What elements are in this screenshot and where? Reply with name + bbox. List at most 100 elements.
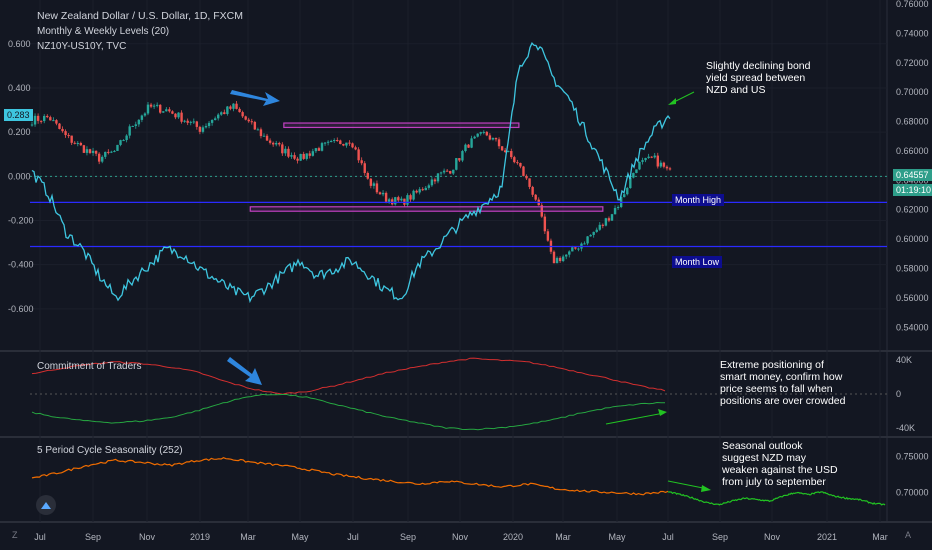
trend-arrow-icon — [230, 90, 280, 106]
candle-body — [656, 155, 659, 167]
candle-body — [360, 160, 363, 164]
cot-annotation: Extreme positioning of smart money, conf… — [720, 359, 846, 407]
auto-scale-icon[interactable]: A — [905, 530, 912, 540]
x-tick-label: May — [291, 532, 309, 542]
candle-body — [412, 190, 415, 200]
candle-body — [302, 153, 305, 159]
candle-body — [134, 124, 137, 126]
candle-body — [522, 166, 525, 176]
seasonality-pane-title[interactable]: 5 Period Cycle Seasonality (252) — [37, 445, 183, 456]
candle-body — [613, 208, 617, 215]
candle-body — [174, 113, 177, 118]
month-low-label: Month Low — [672, 256, 723, 268]
x-tick-label: 2019 — [190, 532, 210, 542]
candle-body — [430, 179, 434, 186]
seasonality-historical-line — [31, 457, 669, 496]
candle-body — [238, 108, 241, 113]
candle-body — [265, 135, 269, 141]
candle-body — [461, 151, 464, 161]
candle-body — [113, 150, 116, 152]
candle-body — [650, 156, 653, 158]
spread-annotation: Slightly declining bond yield spread bet… — [706, 60, 811, 96]
candle-body — [415, 190, 418, 193]
candle-body — [565, 254, 568, 257]
candle-body — [333, 140, 336, 142]
indicator-levels-label[interactable]: Monthly & Weekly Levels (20) — [37, 26, 170, 37]
candle-body — [33, 115, 37, 125]
candle-body — [534, 194, 537, 200]
cot-pane-title[interactable]: Commitment of Traders — [37, 361, 142, 372]
candle-body — [104, 151, 107, 157]
timezone-icon[interactable]: Z — [12, 530, 18, 540]
candle-body — [101, 156, 104, 162]
candle-body — [339, 140, 342, 144]
candle-body — [357, 149, 360, 161]
right-axis-tick-label: 0.72000 — [896, 58, 929, 68]
candle-body — [131, 125, 134, 127]
candle-body — [210, 119, 214, 123]
candle-body — [137, 119, 141, 125]
candle-body — [326, 141, 330, 143]
candle-body — [226, 106, 229, 115]
candle-body — [94, 150, 98, 154]
candle-body — [500, 146, 504, 151]
candle-body — [36, 115, 40, 121]
candle-body — [421, 189, 424, 191]
candle-body — [568, 251, 571, 255]
candle-body — [46, 115, 49, 118]
candle-body — [531, 186, 534, 195]
candle-body — [268, 140, 272, 143]
candle-body — [623, 194, 626, 198]
candle-body — [482, 131, 485, 133]
candle-body — [213, 118, 217, 120]
candle-body — [64, 131, 67, 136]
candle-body — [629, 177, 632, 189]
candle-body — [110, 151, 113, 153]
candle-body — [409, 195, 412, 200]
candle-body — [241, 112, 244, 117]
candle-body — [278, 143, 281, 145]
left-axis-tick-label: -0.200 — [8, 215, 34, 225]
seasonality-axis-tick-label: 0.70000 — [896, 488, 929, 498]
candle-body — [189, 121, 192, 123]
candle-body — [342, 143, 345, 146]
candle-body — [662, 162, 666, 167]
candle-body — [116, 144, 119, 151]
candle-body — [577, 248, 580, 250]
candle-body — [610, 214, 614, 221]
candle-body — [400, 198, 403, 201]
left-axis-tick-label: 0.400 — [8, 83, 31, 93]
right-axis-tick-label: 0.76000 — [896, 0, 929, 9]
range-box — [283, 122, 520, 129]
candle-body — [314, 148, 318, 152]
candle-body — [162, 111, 165, 113]
candle-body — [88, 149, 92, 153]
candle-body — [152, 105, 156, 107]
tradingview-logo-icon[interactable] — [36, 495, 56, 515]
candle-body — [467, 144, 470, 148]
right-axis-tick-label: 0.58000 — [896, 264, 929, 274]
indicator-spread-label[interactable]: NZ10Y-US10Y, TVC — [37, 41, 127, 52]
candle-body — [290, 155, 293, 157]
x-tick-label: Jul — [347, 532, 359, 542]
candle-body — [107, 151, 110, 153]
candle-body — [647, 156, 650, 158]
seasonality-annotation: Seasonal outlook suggest NZD may weaken … — [722, 440, 838, 488]
right-axis-tick-label: 0.66000 — [896, 146, 929, 156]
candle-body — [73, 142, 76, 144]
right-axis-tick-label: 0.62000 — [896, 205, 929, 215]
candle-body — [125, 135, 128, 141]
cot-axis-tick-label: -40K — [896, 423, 915, 433]
candle-body — [52, 120, 55, 122]
spread-value-badge: 0.283 — [4, 109, 33, 121]
candle-body — [665, 166, 669, 169]
x-tick-label: Mar — [240, 532, 256, 542]
seasonality-projection-line — [667, 491, 886, 506]
candle-body — [262, 135, 266, 137]
x-tick-label: Jul — [34, 532, 46, 542]
candle-body — [644, 157, 647, 161]
candle-body — [186, 120, 189, 123]
candle-body — [491, 137, 495, 140]
candle-body — [201, 127, 205, 132]
candle-body — [375, 183, 379, 193]
